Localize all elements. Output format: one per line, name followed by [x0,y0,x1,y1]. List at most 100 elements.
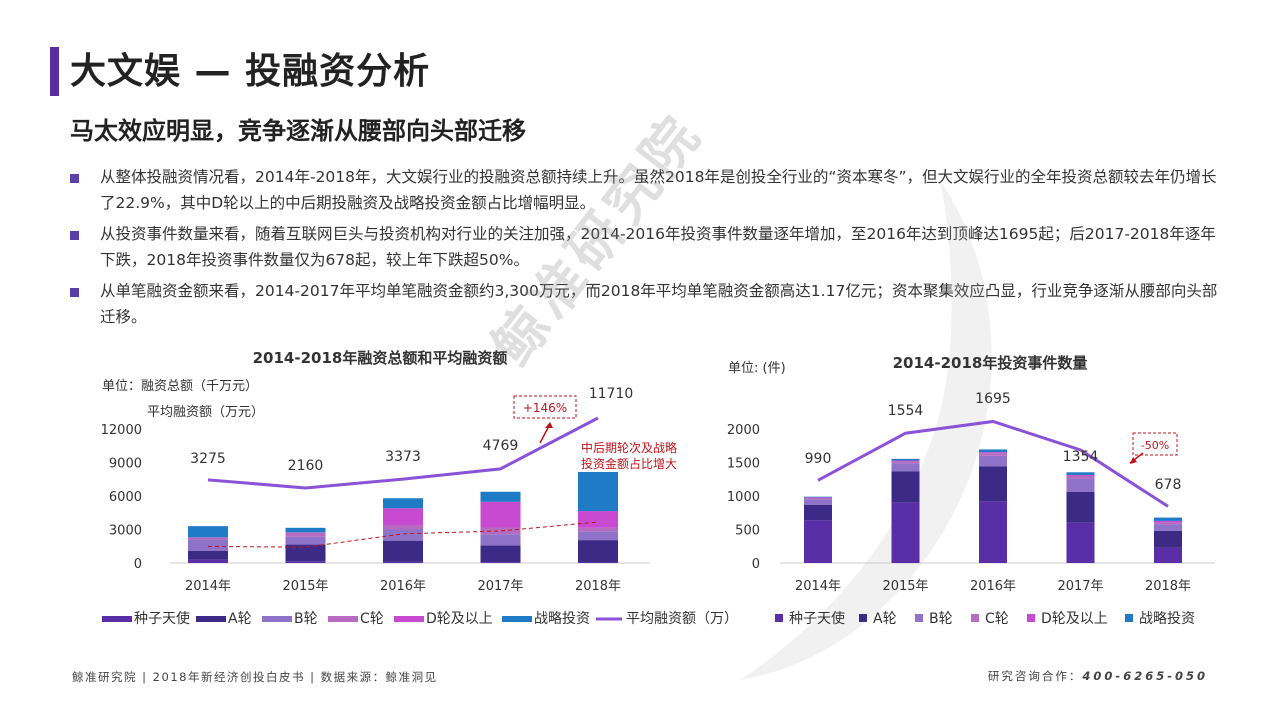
legend-swatch [502,616,532,622]
bar-segment [480,545,521,563]
bar-segment [979,455,1007,467]
bar-segment [804,497,832,499]
bullet-text: 从单笔融资金额来看，2014-2017年平均单笔融资金额约3,300万元，而20… [100,282,1218,326]
y-tick-label: 1500 [727,457,760,472]
bar-segment [480,534,521,546]
legend-swatch [859,614,867,622]
footer-contact-label: 研究咨询合作： [987,669,1083,683]
legend-label: 战略投资 [534,611,590,627]
bar-segment [188,559,228,563]
bar-segment [188,550,228,560]
bullet-list: 从整体投融资情况看，2014年-2018年，大文娱行业的投融资总额持续上升。虽然… [70,164,1220,335]
chart1-unit-label: 单位：融资总额（千万元） [102,379,258,394]
bullet-item: 从整体投融资情况看，2014年-2018年，大文娱行业的投融资总额持续上升。虽然… [70,164,1220,216]
bar-segment [891,463,920,472]
bar-segment [1066,474,1095,476]
legend-swatch [1125,614,1133,622]
x-tick-label: 2018年 [1145,579,1191,594]
legend-label: B轮 [294,611,318,627]
legend-swatch [1027,614,1035,622]
bar-segment [383,508,423,526]
legend-swatch [196,616,226,622]
bar-segment [804,520,832,563]
chart1-unit-label-2: 平均融资额（万元） [147,405,264,420]
bar-segment [383,525,423,530]
bullet-text: 从投资事件数量来看，随着互联网巨头与投资机构对行业的关注加强，2014-2016… [100,225,1216,269]
bar-segment [480,562,521,563]
footer-source: 鲸准研究院 | 2018年新经济创投白皮书 | 数据来源：鲸准洞见 [72,670,438,684]
page-subtitle: 马太效应明显，竞争逐渐从腰部向头部迁移 [70,117,526,145]
bar-segment [1154,520,1182,523]
bar-segment [578,531,618,541]
legend-label: A轮 [228,611,252,627]
line-data-label: 4769 [483,438,519,454]
bar-segment [188,539,228,551]
legend-swatch [102,616,132,622]
bullet-square-icon [70,231,79,240]
bar-segment [480,501,521,528]
chart2-title: 2014-2018年投资事件数量 [893,354,1088,372]
line-data-label: 2160 [288,458,324,474]
chart1-note-line-2: 投资金额占比增大 [581,456,677,471]
bar-segment [979,453,1007,456]
bar-segment [1066,478,1095,492]
chart-funding-total: 2014-2018年融资总额和平均融资额 单位：融资总额（千万元） 平均融资额（… [101,349,730,627]
bar-segment [285,536,326,545]
legend-label: 平均融资额（万） [626,611,730,627]
y-tick-label: 9000 [109,457,142,472]
bar-segment [1066,491,1095,523]
legend-label: C轮 [360,611,384,627]
x-tick-label: 2017年 [477,579,523,594]
legend-swatch [915,614,923,622]
line-data-label: 11710 [589,386,634,402]
bar-segment [578,471,618,512]
bar-segment [578,562,618,563]
line-data-label: 678 [1155,477,1182,493]
bar-segment [480,527,521,535]
legend-swatch [394,616,424,622]
x-tick-label: 2015年 [282,579,328,594]
chart1-growth-arrowhead [545,422,553,428]
y-tick-label: 0 [752,557,760,572]
bar-segment [1154,547,1182,563]
bar-segment [891,460,920,462]
legend-label: D轮及以上 [426,611,493,627]
legend-swatch [775,614,783,622]
bar-segment [979,466,1007,502]
x-tick-label: 2016年 [970,579,1016,594]
chart2-decline-arrowhead [1130,457,1137,464]
bar-segment [804,498,832,500]
bar-segment [804,504,832,521]
legend-label: A轮 [873,611,897,627]
footer-contact: 研究咨询合作：400-6265-050 [988,668,1208,684]
footer-phone: 400-6265-050 [1082,669,1208,683]
y-tick-label: 0 [134,557,142,572]
chart1-note-line-1: 中后期轮次及战略 [581,440,677,455]
chart1-total-trend-line [207,521,599,548]
chart2-decline-label: -50% [1141,439,1169,452]
bar-segment [285,544,326,562]
bullet-square-icon [70,288,79,297]
legend-label: D轮及以上 [1041,611,1108,627]
line-data-label: 3373 [385,449,421,465]
line-data-label: 990 [805,451,832,467]
bar-segment [891,502,920,563]
chart1-avg-line [207,416,599,490]
bar-segment [804,499,832,505]
chart2-unit-label: 单位: (件) [728,361,786,376]
line-data-label: 1554 [888,403,924,419]
legend-label: B轮 [929,611,953,627]
bar-segment [1154,517,1182,521]
bar-segment [383,561,423,563]
bullet-text: 从整体投融资情况看，2014年-2018年，大文娱行业的投融资总额持续上升。虽然… [100,168,1217,212]
bar-segment [1066,475,1095,479]
y-tick-label: 1000 [727,490,760,505]
legend-label: 种子天使 [134,610,190,627]
bar-segment [891,458,920,461]
x-tick-label: 2016年 [380,579,426,594]
bar-segment [383,540,423,562]
bar-segment [383,498,423,509]
bullet-item: 从投资事件数量来看，随着互联网巨头与投资机构对行业的关注加强，2014-2016… [70,221,1220,273]
chart2-events-line [817,419,1169,508]
bar-segment [1154,522,1182,525]
